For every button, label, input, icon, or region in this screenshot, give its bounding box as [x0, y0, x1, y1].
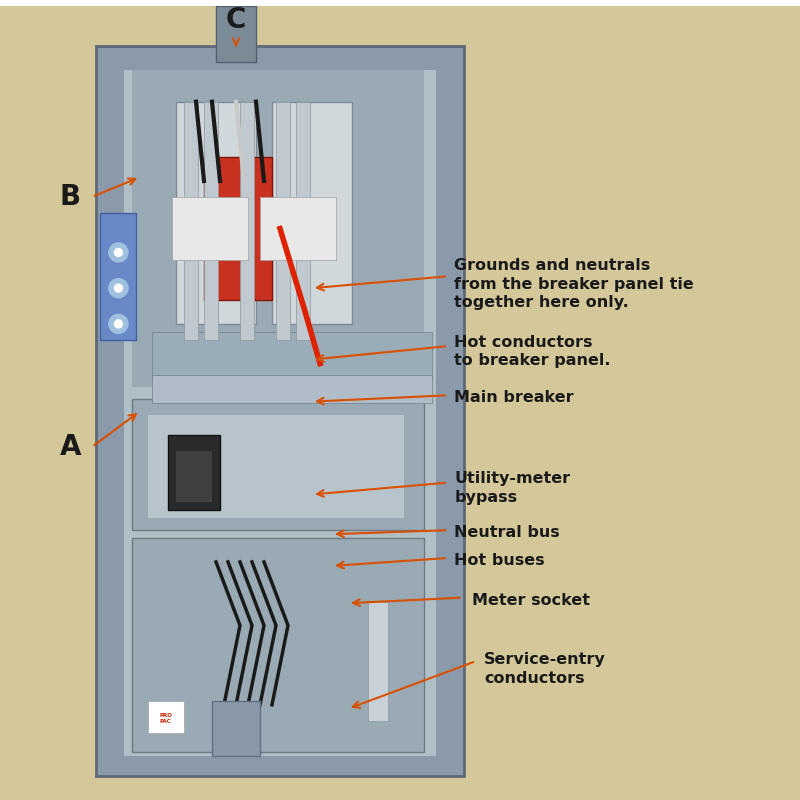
- FancyBboxPatch shape: [132, 70, 424, 387]
- Text: Neutral bus: Neutral bus: [454, 525, 560, 540]
- FancyBboxPatch shape: [96, 46, 464, 776]
- Text: Meter socket: Meter socket: [472, 593, 590, 607]
- FancyBboxPatch shape: [260, 197, 336, 260]
- FancyBboxPatch shape: [152, 332, 432, 379]
- FancyBboxPatch shape: [172, 197, 248, 260]
- FancyBboxPatch shape: [132, 538, 424, 752]
- FancyBboxPatch shape: [204, 102, 218, 340]
- FancyBboxPatch shape: [124, 70, 436, 756]
- FancyBboxPatch shape: [368, 602, 388, 721]
- Text: Hot conductors
to breaker panel.: Hot conductors to breaker panel.: [454, 335, 611, 369]
- FancyBboxPatch shape: [216, 6, 256, 62]
- Circle shape: [114, 284, 122, 292]
- Text: Grounds and neutrals
from the breaker panel tie
together here only.: Grounds and neutrals from the breaker pa…: [454, 258, 694, 310]
- Text: Utility-meter
bypass: Utility-meter bypass: [454, 471, 570, 505]
- Text: B: B: [60, 183, 81, 211]
- FancyBboxPatch shape: [276, 102, 290, 340]
- Text: PRO
PAC: PRO PAC: [159, 713, 172, 724]
- FancyBboxPatch shape: [240, 102, 254, 340]
- Text: Service-entry
conductors: Service-entry conductors: [484, 652, 606, 686]
- Text: A: A: [60, 433, 82, 461]
- Circle shape: [109, 278, 128, 298]
- Text: Main breaker: Main breaker: [454, 390, 574, 405]
- FancyBboxPatch shape: [204, 158, 272, 300]
- FancyBboxPatch shape: [148, 701, 184, 733]
- FancyBboxPatch shape: [176, 451, 212, 502]
- Text: Hot buses: Hot buses: [454, 553, 545, 568]
- FancyBboxPatch shape: [184, 102, 198, 340]
- Text: C: C: [226, 6, 246, 34]
- FancyBboxPatch shape: [100, 213, 136, 340]
- FancyBboxPatch shape: [0, 6, 800, 800]
- Circle shape: [114, 249, 122, 257]
- FancyBboxPatch shape: [176, 102, 256, 324]
- FancyBboxPatch shape: [168, 435, 220, 510]
- FancyBboxPatch shape: [212, 701, 260, 756]
- FancyBboxPatch shape: [132, 399, 424, 530]
- Circle shape: [114, 320, 122, 328]
- Circle shape: [109, 314, 128, 334]
- Circle shape: [109, 243, 128, 262]
- FancyBboxPatch shape: [272, 102, 352, 324]
- FancyBboxPatch shape: [152, 375, 432, 403]
- FancyBboxPatch shape: [296, 102, 310, 340]
- FancyBboxPatch shape: [148, 415, 404, 518]
